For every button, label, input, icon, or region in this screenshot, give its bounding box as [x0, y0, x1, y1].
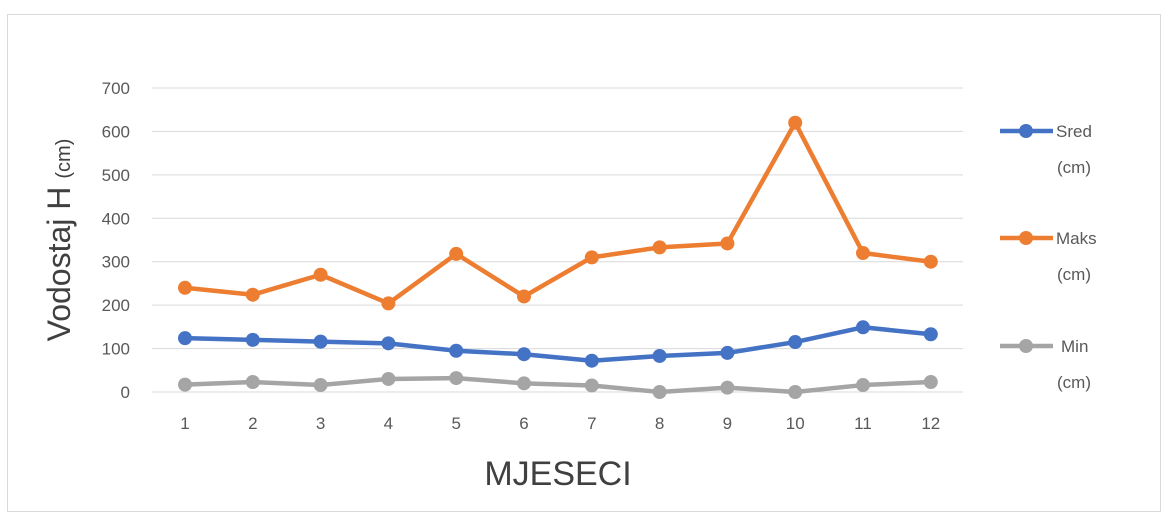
legend-label-unit: (cm) [1057, 373, 1091, 392]
y-tick-label: 0 [121, 383, 130, 402]
data-point [517, 347, 531, 362]
data-point [856, 320, 870, 335]
x-tick-label: 5 [451, 414, 460, 433]
series-line [182, 120, 934, 306]
data-point [788, 385, 803, 399]
data-point [245, 375, 260, 390]
y-axis-title: Vodostaj H (cm) [41, 139, 77, 342]
data-point [584, 378, 599, 393]
legend-marker [1019, 124, 1033, 138]
x-axis-title: MJESECI [484, 455, 631, 493]
data-point [178, 331, 192, 346]
legend-label: Min [1061, 337, 1088, 356]
data-point [313, 267, 328, 282]
legend-marker [1019, 231, 1033, 245]
data-point [856, 246, 870, 261]
series-group [178, 115, 938, 399]
legend-marker [1019, 339, 1033, 353]
data-point [652, 348, 667, 363]
data-point [517, 289, 531, 304]
gridlines [152, 87, 963, 350]
series-line [182, 325, 934, 363]
data-point [923, 375, 938, 390]
y-tick-label: 700 [102, 79, 130, 98]
data-point [720, 380, 735, 395]
data-point [381, 371, 396, 386]
data-point [923, 254, 938, 269]
data-point [178, 377, 192, 392]
data-point [245, 332, 260, 347]
x-tick-label: 1 [180, 414, 189, 433]
legend-label: Sred [1056, 122, 1092, 141]
x-tick-label: 10 [786, 414, 805, 433]
x-tick-label: 3 [316, 414, 325, 433]
y-tick-label: 500 [102, 166, 130, 185]
data-point [652, 385, 667, 399]
y-tick-label: 100 [102, 340, 130, 359]
data-point [923, 327, 938, 342]
legend-label-unit: (cm) [1057, 158, 1091, 177]
y-tick-label: 600 [102, 122, 130, 141]
x-tick-label: 12 [921, 414, 940, 433]
data-point [584, 353, 599, 368]
x-tick-label: 4 [384, 414, 393, 433]
legend-label-unit: (cm) [1057, 265, 1091, 284]
x-axis-ticks: 1 2 3 4 5 6 7 8 9 10 11 12 [180, 414, 940, 433]
data-point [720, 236, 735, 251]
data-point [449, 246, 464, 261]
legend: Sred (cm) Maks (cm) Min (cm) [1000, 122, 1097, 392]
data-point [381, 296, 396, 311]
x-tick-label: 9 [723, 414, 732, 433]
data-point [178, 280, 192, 295]
data-point [720, 345, 735, 360]
y-tick-label: 200 [102, 296, 130, 315]
y-tick-label: 400 [102, 209, 130, 228]
data-point [449, 343, 464, 358]
data-point [313, 378, 328, 393]
y-axis-title-unit: (cm) [53, 139, 75, 179]
y-axis-title-main: Vodostaj H [41, 187, 77, 342]
data-point [652, 240, 667, 255]
series-line [182, 375, 934, 395]
x-tick-label: 6 [519, 414, 528, 433]
data-point [245, 287, 260, 302]
data-point [856, 378, 870, 393]
legend-label: Maks [1056, 229, 1097, 248]
data-point [788, 115, 803, 130]
data-point [449, 371, 464, 386]
data-point [788, 335, 803, 350]
data-point [313, 334, 328, 349]
x-tick-label: 11 [854, 414, 872, 433]
data-point [584, 250, 599, 265]
x-tick-label: 7 [587, 414, 596, 433]
y-axis-ticks: 0 100 200 300 400 500 600 700 [102, 79, 130, 402]
y-tick-label: 300 [102, 253, 130, 272]
x-tick-label: 8 [655, 414, 664, 433]
data-point [381, 336, 396, 351]
data-point [517, 376, 531, 391]
x-tick-label: 2 [248, 414, 257, 433]
